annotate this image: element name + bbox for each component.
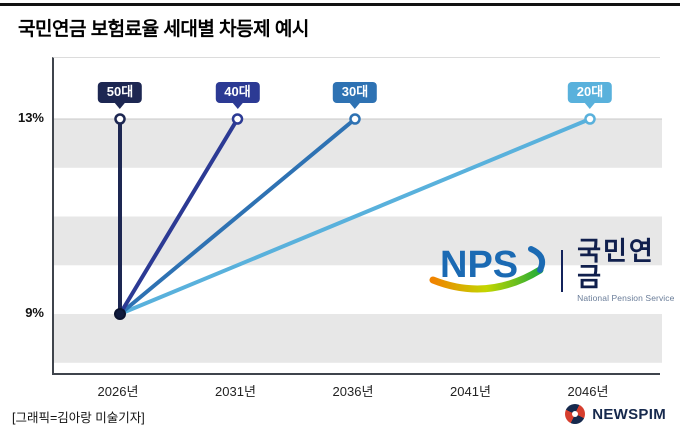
endpoint-marker-30대 [349, 113, 361, 125]
generation-badge-20대: 20대 [567, 82, 613, 110]
nps-logo-divider [561, 249, 564, 292]
series-line-20대 [118, 117, 592, 316]
generation-badge-30대: 30대 [332, 82, 378, 110]
endpoint-marker-40대 [231, 113, 244, 125]
x-axis-labels: 2026년 2031년 2036년 2041년 2046년 [0, 381, 680, 399]
chart-svg [54, 113, 662, 363]
newspim-icon [565, 404, 586, 424]
endpoint-marker-50대 [114, 113, 126, 125]
page-title: 국민연금 보험료율 세대별 차등제 예시 [18, 19, 309, 40]
start-point-marker [114, 308, 126, 320]
badge-tail [584, 103, 595, 110]
newspim-logo: NEWSPIM [565, 404, 666, 424]
x-tick-label: 2026년 [97, 384, 139, 399]
nps-name-english: National Pension Service [577, 293, 675, 303]
y-tick-label: 13% [17, 110, 44, 125]
badge-tail [114, 103, 125, 110]
nps-swoosh-icon [429, 245, 546, 292]
nps-logo-names: 국민연금 National Pension Service [577, 238, 680, 303]
nps-name-korean: 국민연금 [577, 236, 655, 292]
y-tick-label: 9% [25, 305, 44, 320]
x-tick-label: 2036년 [332, 384, 374, 399]
nps-logo: NPS 국민연금 National Pension Service [428, 238, 680, 303]
nps-logo-mark: NPS [428, 244, 547, 298]
top-rule [0, 3, 680, 6]
generation-badge-40대: 40대 [215, 82, 260, 110]
x-tick-label: 2041년 [450, 384, 491, 399]
badge-tail [232, 103, 243, 110]
badge-tail [349, 103, 360, 110]
grid-stripe [54, 314, 662, 363]
plot-area: 50대 40대 30대 20대 [52, 57, 662, 375]
series-line-30대 [118, 117, 357, 316]
x-tick-label: 2031년 [215, 384, 256, 399]
generation-badge-50대: 50대 [97, 82, 143, 110]
grid-stripe [54, 119, 662, 168]
credit-text: [그래픽=김아랑 미술기자] [12, 411, 145, 425]
x-tick-label: 2046년 [567, 384, 609, 399]
nps-acronym: NPS [440, 243, 519, 286]
newspim-wordmark: NEWSPIM [592, 405, 666, 423]
series-line-40대 [118, 117, 240, 316]
endpoint-marker-20대 [584, 113, 596, 125]
